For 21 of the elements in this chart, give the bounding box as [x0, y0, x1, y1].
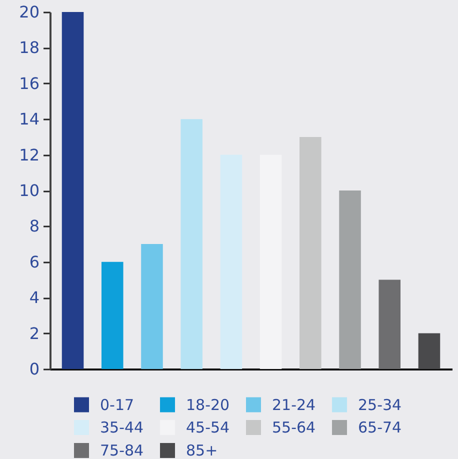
legend-label: 65-74 [358, 418, 402, 436]
legend-label: 35-44 [100, 418, 144, 436]
y-tick-label: 14 [19, 110, 40, 129]
y-tick-label: 16 [19, 74, 40, 93]
y-tick-label: 18 [19, 38, 40, 58]
y-tick-label: 10 [19, 181, 40, 200]
y-tick-label: 2 [29, 324, 40, 343]
legend-label: 55-64 [272, 418, 316, 436]
y-tick-label: 8 [29, 216, 40, 236]
y-tick-label: 4 [29, 288, 40, 308]
legend-label: 85+ [186, 442, 218, 459]
y-tick-label: 12 [19, 145, 40, 164]
y-tick-label: 6 [29, 252, 40, 272]
legend-label: 0-17 [100, 396, 134, 414]
legend-label: 18-20 [186, 396, 230, 414]
y-tick-label: 20 [19, 2, 40, 22]
legend-label: 21-24 [272, 396, 316, 414]
legend-label: 25-34 [358, 396, 402, 414]
legend-label: 75-84 [100, 442, 144, 459]
legend-label: 45-54 [186, 418, 230, 436]
y-tick-label: 0 [29, 360, 40, 378]
